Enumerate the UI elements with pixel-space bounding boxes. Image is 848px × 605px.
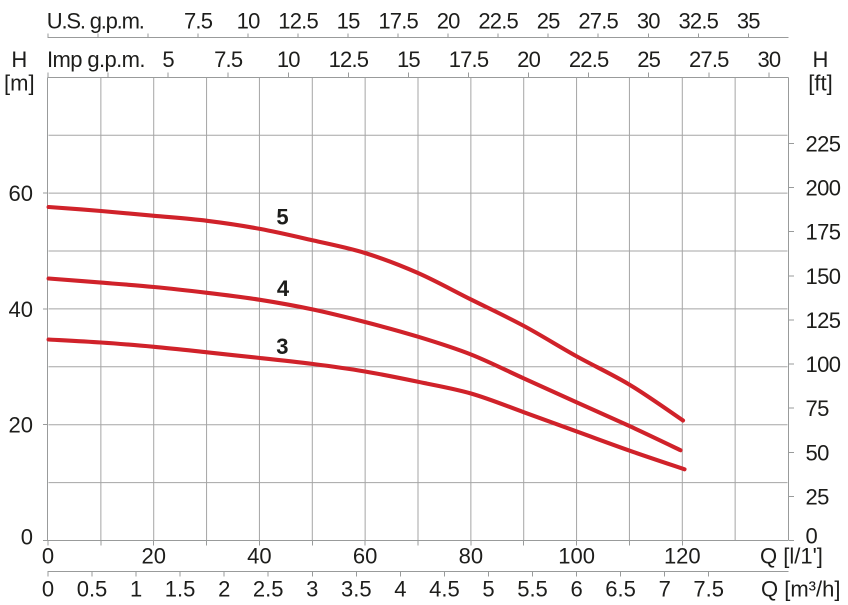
svg-text:50: 50 (806, 440, 830, 465)
svg-text:1: 1 (130, 577, 142, 602)
svg-text:7.5: 7.5 (214, 47, 243, 72)
svg-text:10: 10 (237, 9, 260, 34)
svg-text:17.5: 17.5 (378, 9, 418, 34)
svg-text:6: 6 (570, 577, 582, 602)
svg-text:3.5: 3.5 (341, 577, 372, 602)
svg-text:25: 25 (537, 9, 560, 34)
svg-text:60: 60 (9, 181, 33, 206)
svg-text:15: 15 (337, 9, 360, 34)
svg-text:60: 60 (353, 543, 377, 568)
svg-text:5: 5 (276, 204, 288, 229)
svg-text:25: 25 (637, 47, 660, 72)
svg-text:32.5: 32.5 (678, 9, 718, 34)
svg-text:100: 100 (806, 352, 841, 377)
svg-text:1.5: 1.5 (165, 577, 196, 602)
svg-text:3: 3 (306, 577, 318, 602)
svg-text:6.5: 6.5 (605, 577, 636, 602)
svg-text:35: 35 (737, 9, 760, 34)
svg-text:20: 20 (437, 9, 460, 34)
svg-text:7: 7 (659, 577, 671, 602)
svg-text:2.5: 2.5 (253, 577, 284, 602)
svg-text:0: 0 (42, 543, 54, 568)
svg-text:17.5: 17.5 (449, 47, 489, 72)
svg-text:30: 30 (637, 9, 660, 34)
svg-text:225: 225 (806, 131, 841, 156)
svg-text:H: H (813, 47, 829, 72)
svg-text:30: 30 (757, 47, 780, 72)
svg-text:4: 4 (394, 577, 406, 602)
svg-text:175: 175 (806, 220, 841, 245)
svg-text:100: 100 (558, 543, 595, 568)
svg-text:0: 0 (806, 524, 818, 549)
svg-text:80: 80 (459, 543, 483, 568)
svg-text:2: 2 (218, 577, 230, 602)
svg-text:125: 125 (806, 308, 841, 333)
svg-text:27.5: 27.5 (689, 47, 729, 72)
svg-text:150: 150 (806, 264, 841, 289)
svg-text:12.5: 12.5 (278, 9, 318, 34)
svg-text:0: 0 (42, 577, 54, 602)
svg-text:40: 40 (9, 297, 33, 322)
svg-text:20: 20 (141, 543, 165, 568)
svg-text:75: 75 (806, 396, 830, 421)
svg-text:10: 10 (277, 47, 300, 72)
svg-text:12.5: 12.5 (329, 47, 369, 72)
svg-text:5: 5 (482, 577, 494, 602)
svg-text:120: 120 (664, 543, 701, 568)
svg-text:40: 40 (247, 543, 271, 568)
svg-text:22.5: 22.5 (569, 47, 609, 72)
svg-text:27.5: 27.5 (578, 9, 618, 34)
svg-text:3: 3 (276, 334, 288, 359)
svg-text:20: 20 (9, 413, 33, 438)
svg-text:[m]: [m] (4, 71, 35, 96)
svg-text:Q [l/1']: Q [l/1'] (760, 543, 823, 568)
svg-text:U.S. g.p.m.: U.S. g.p.m. (47, 9, 144, 34)
svg-text:Imp g.p.m.: Imp g.p.m. (47, 47, 145, 72)
svg-text:4.5: 4.5 (429, 577, 460, 602)
svg-text:7.5: 7.5 (184, 9, 213, 34)
svg-text:H: H (11, 47, 27, 72)
svg-text:5: 5 (162, 47, 174, 72)
svg-text:Q [m³/h]: Q [m³/h] (761, 577, 840, 602)
svg-text:4: 4 (277, 276, 290, 301)
svg-text:0: 0 (21, 525, 33, 550)
svg-text:200: 200 (806, 176, 841, 201)
svg-text:22.5: 22.5 (478, 9, 518, 34)
svg-text:7.5: 7.5 (693, 577, 724, 602)
svg-text:25: 25 (806, 484, 830, 509)
svg-text:5.5: 5.5 (517, 577, 548, 602)
svg-text:20: 20 (517, 47, 540, 72)
svg-text:15: 15 (397, 47, 420, 72)
svg-text:0.5: 0.5 (77, 577, 108, 602)
svg-text:[ft]: [ft] (808, 71, 832, 96)
